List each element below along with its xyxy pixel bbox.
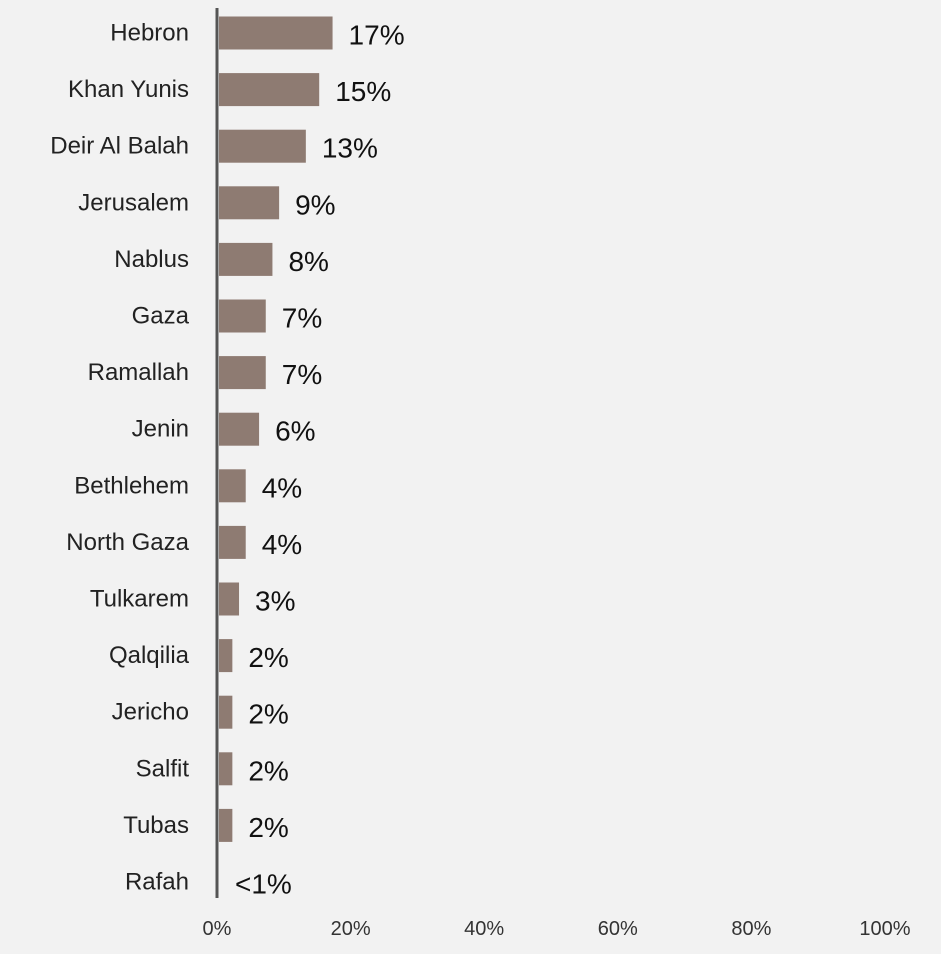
bar [219,582,240,616]
bar [219,186,280,220]
data-label: 7% [282,359,322,390]
data-label: 4% [262,529,302,560]
category-label: Ramallah [88,359,189,386]
data-label: 7% [282,303,322,334]
category-label: Salfit [136,755,190,782]
data-label: 15% [335,76,391,107]
category-label: Tulkarem [90,586,189,613]
data-label: 2% [248,755,288,786]
data-label: 8% [288,246,328,277]
category-label: Tubas [123,812,189,839]
category-label: Khan Yunis [68,76,189,103]
data-label: 2% [248,699,288,730]
bar [219,469,246,503]
category-label: Jerusalem [78,189,189,216]
data-label: 9% [295,189,335,220]
bar [219,412,260,446]
x-tick-label: 0% [203,918,232,940]
bar [219,525,246,559]
data-label: 2% [248,642,288,673]
category-label: Jericho [112,699,189,726]
data-label: 3% [255,586,295,617]
category-label: Gaza [132,303,190,330]
bars-layer [219,16,333,842]
x-axis-ticks: 0% 20% 40% 60% 80% 100% [203,918,911,940]
x-tick-label: 40% [464,918,504,940]
category-label: Hebron [110,20,189,47]
bar [219,129,306,163]
labels-layer: Hebron 17% Khan Yunis 15% Deir Al Balah 13% Je… [50,20,404,900]
data-label: 4% [262,472,302,503]
category-label: North Gaza [66,529,189,556]
data-label: 17% [349,20,405,51]
bar [219,808,233,842]
category-label: Nablus [114,246,189,273]
bar [219,242,273,276]
data-label: 2% [248,812,288,843]
data-label: 13% [322,133,378,164]
data-label: 6% [275,416,315,447]
bar [219,356,266,390]
x-tick-label: 80% [731,918,771,940]
category-label: Rafah [125,869,189,896]
x-tick-label: 100% [859,918,910,940]
data-label: <1% [235,869,292,900]
category-label: Bethlehem [74,472,189,499]
bar [219,752,233,786]
bar [219,695,233,729]
bar [219,16,333,50]
category-label: Qalqilia [109,642,190,669]
bar [219,639,233,673]
category-label: Jenin [132,416,189,443]
bar [219,73,320,107]
bar [219,299,266,333]
x-tick-label: 60% [598,918,638,940]
x-tick-label: 20% [331,918,371,940]
category-label: Deir Al Balah [50,133,189,160]
